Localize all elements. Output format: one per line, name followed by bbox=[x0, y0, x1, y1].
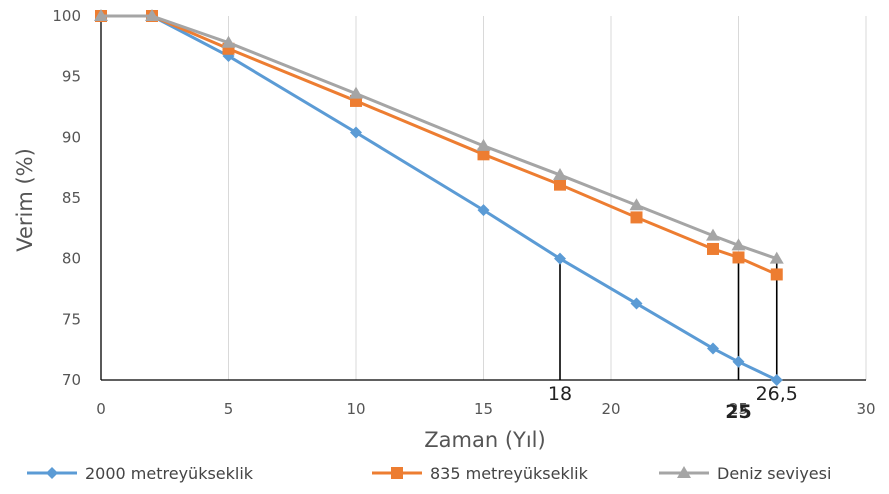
data-point bbox=[630, 297, 643, 310]
data-point bbox=[707, 242, 719, 255]
annotation-label: 26,5 bbox=[756, 383, 798, 405]
annotation-label: 25 bbox=[725, 401, 751, 423]
data-point bbox=[554, 178, 566, 191]
data-point bbox=[629, 198, 644, 211]
data-point bbox=[769, 251, 784, 264]
data-point bbox=[476, 138, 491, 151]
y-tick-label: 75 bbox=[62, 310, 81, 328]
data-point bbox=[731, 238, 746, 251]
x-tick-label: 25 bbox=[729, 400, 748, 418]
y-axis-title: Verim (%) bbox=[13, 148, 37, 252]
legend: 2000 metreyükseklik 835 metreyükseklik Den… bbox=[27, 464, 831, 483]
legend-item: 2000 metreyükseklik bbox=[27, 464, 254, 483]
annotation-labels: 18 25 26,5 bbox=[548, 383, 798, 423]
data-point bbox=[554, 252, 566, 265]
series-1 bbox=[95, 10, 783, 386]
y-tick-label: 85 bbox=[62, 189, 81, 207]
legend-label: 2000 metreyükseklik bbox=[85, 464, 254, 483]
data-point bbox=[94, 9, 108, 21]
x-tick-label: 20 bbox=[601, 400, 620, 418]
series-line bbox=[101, 14, 778, 382]
x-axis-title: Zaman (Yıl) bbox=[424, 428, 545, 452]
legend-swatch-marker bbox=[46, 467, 58, 479]
annotation-label: 18 bbox=[548, 383, 572, 405]
data-point bbox=[350, 126, 362, 139]
x-tick-label: 10 bbox=[346, 400, 365, 418]
data-point bbox=[732, 355, 745, 368]
data-point bbox=[770, 374, 783, 386]
x-tick-label: 30 bbox=[856, 400, 875, 418]
x-tick-label: 5 bbox=[224, 400, 234, 418]
data-point bbox=[477, 204, 490, 217]
tick-labels: 0 5 10 15 20 25 30 70 75 80 85 90 95 100 bbox=[52, 7, 875, 418]
x-tick-label: 0 bbox=[96, 400, 106, 418]
data-point bbox=[221, 35, 236, 48]
data-point bbox=[477, 148, 490, 161]
y-tick-label: 90 bbox=[62, 128, 81, 146]
y-tick-label: 80 bbox=[62, 250, 81, 268]
series-2 bbox=[95, 10, 783, 281]
data-point bbox=[707, 342, 719, 355]
data-point bbox=[770, 268, 783, 281]
series-line bbox=[101, 14, 778, 276]
series-line bbox=[101, 14, 778, 261]
legend-swatch-marker bbox=[677, 466, 691, 478]
data-point bbox=[706, 228, 720, 241]
series-group bbox=[94, 9, 784, 386]
legend-swatch-marker bbox=[391, 467, 403, 479]
legend-label: Deniz seviyesi bbox=[717, 464, 831, 483]
series-3 bbox=[94, 9, 784, 264]
legend-label: 835 metreyükseklik bbox=[430, 464, 589, 483]
y-tick-label: 95 bbox=[62, 68, 81, 86]
data-point bbox=[732, 251, 745, 264]
data-point bbox=[145, 9, 159, 21]
grid-lines bbox=[228, 16, 867, 380]
legend-item: Deniz seviyesi bbox=[659, 464, 831, 483]
data-point bbox=[349, 86, 363, 99]
y-tick-label: 70 bbox=[62, 371, 81, 389]
data-point bbox=[630, 211, 643, 224]
y-tick-label: 100 bbox=[52, 7, 81, 25]
data-point bbox=[553, 167, 567, 180]
legend-item: 835 metreyükseklik bbox=[372, 464, 589, 483]
x-tick-label: 15 bbox=[474, 400, 493, 418]
